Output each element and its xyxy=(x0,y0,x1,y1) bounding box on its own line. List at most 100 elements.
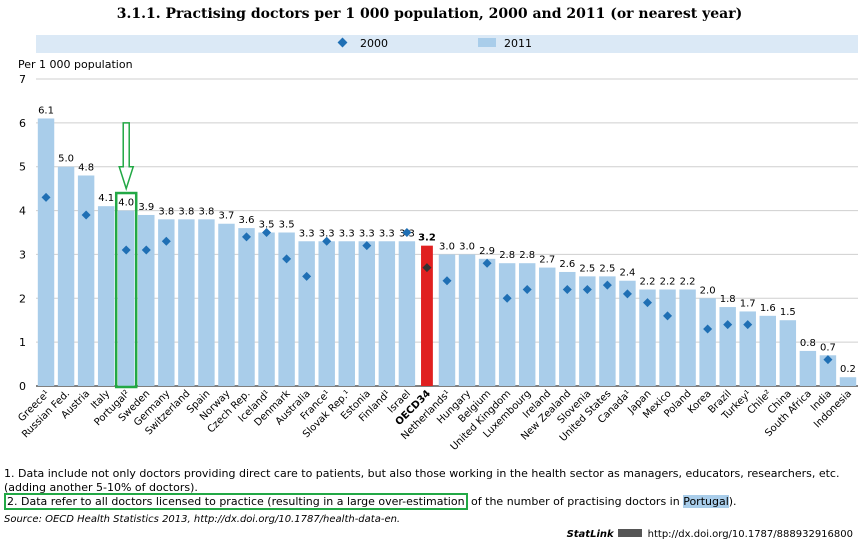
bar xyxy=(438,254,456,386)
legend-item-2000: 2000 xyxy=(337,37,388,50)
data-label: 3.0 xyxy=(459,241,475,252)
bar xyxy=(198,219,215,386)
diamond-marker xyxy=(282,254,292,264)
diamond-marker xyxy=(723,320,733,330)
y-tick-label: 0 xyxy=(19,380,26,393)
bar xyxy=(117,210,135,386)
y-tick-label: 6 xyxy=(19,117,26,130)
diamond-marker xyxy=(41,192,51,202)
bar xyxy=(579,276,596,386)
bar xyxy=(398,241,416,386)
legend-item-2011: 2011 xyxy=(478,37,532,50)
bar xyxy=(278,232,295,386)
diamond-marker xyxy=(422,263,432,273)
diamond-marker xyxy=(141,245,151,255)
bar xyxy=(819,355,837,386)
y-axis-label: Per 1 000 population xyxy=(18,58,133,71)
data-label: 3.7 xyxy=(219,211,235,222)
bar xyxy=(478,258,496,386)
bar xyxy=(298,241,315,386)
legend-bar-swatch xyxy=(478,38,496,47)
bar xyxy=(679,289,696,386)
bar xyxy=(759,315,777,386)
data-label: 3.3 xyxy=(319,228,335,239)
y-tick-label: 4 xyxy=(19,205,26,218)
data-label: 3.5 xyxy=(259,220,275,231)
diamond-marker xyxy=(302,271,312,281)
diamond-marker xyxy=(602,280,612,290)
data-label: 2.2 xyxy=(660,277,676,288)
data-label: 2.5 xyxy=(579,263,595,274)
bar xyxy=(539,267,556,386)
data-label: 2.6 xyxy=(559,259,575,270)
bar xyxy=(178,219,195,386)
y-tick-label: 3 xyxy=(19,248,26,261)
annotation-box xyxy=(114,191,138,389)
y-tick-label: 7 xyxy=(19,73,26,86)
data-label: 4.0 xyxy=(118,198,134,209)
statlink-url[interactable]: http://dx.doi.org/10.1787/888932916800 xyxy=(647,529,853,540)
diamond-marker xyxy=(322,236,332,246)
bar xyxy=(699,298,716,386)
bar xyxy=(358,241,376,386)
bar xyxy=(779,320,797,386)
legend-label-2011: 2011 xyxy=(504,37,532,50)
bar xyxy=(659,289,676,386)
bar xyxy=(77,175,95,386)
chart-legend: 2000 2011 xyxy=(36,35,858,53)
data-label: 2.5 xyxy=(599,263,615,274)
diamond-marker xyxy=(502,293,512,303)
y-tick-label: 2 xyxy=(19,292,26,305)
data-label: 1.7 xyxy=(740,298,756,309)
diamond-marker xyxy=(663,311,673,321)
statlink-label: StatLink xyxy=(566,529,614,540)
data-label: 3.5 xyxy=(279,220,295,231)
diamond-marker xyxy=(622,289,632,299)
data-label: 2.9 xyxy=(479,246,495,257)
source-note: Source: OECD Health Statistics 2013, htt… xyxy=(4,514,401,525)
data-label: 2.0 xyxy=(700,285,716,296)
bar xyxy=(639,289,656,386)
data-label: 0.8 xyxy=(800,338,816,349)
data-label: 3.9 xyxy=(138,202,154,213)
diamond-marker xyxy=(161,236,171,246)
bar xyxy=(318,241,335,386)
data-label: 1.6 xyxy=(760,303,776,314)
data-label: 3.3 xyxy=(359,228,375,239)
data-label: 5.0 xyxy=(58,154,74,165)
bar xyxy=(238,228,255,386)
diamond-marker xyxy=(522,285,532,295)
bar xyxy=(458,254,476,386)
legend-label-2000: 2000 xyxy=(360,37,388,50)
bar xyxy=(421,245,433,386)
data-label: 2.4 xyxy=(619,268,635,279)
data-label: 4.8 xyxy=(78,162,94,173)
data-label: 0.7 xyxy=(820,342,836,353)
data-label: 2.7 xyxy=(539,255,555,266)
chart-title: 3.1.1. Practising doctors per 1 000 popu… xyxy=(116,6,743,22)
bar xyxy=(839,377,857,386)
bar xyxy=(799,350,817,386)
bar xyxy=(97,206,115,386)
diamond-marker xyxy=(743,320,753,330)
bar xyxy=(378,241,396,386)
bar xyxy=(57,166,75,386)
data-label: 3.8 xyxy=(198,206,214,217)
bar xyxy=(158,219,175,386)
bar xyxy=(619,280,636,386)
diamond-marker xyxy=(582,285,592,295)
diamond-marker xyxy=(121,245,131,255)
footnote-2-highlight-box: 2. Data refer to all doctors licensed to… xyxy=(4,493,468,510)
footnote-1: 1. Data include not only doctors providi… xyxy=(4,467,840,494)
diamond-marker xyxy=(482,258,492,268)
data-label: 6.1 xyxy=(38,105,54,116)
bar xyxy=(37,118,55,386)
diamond-marker xyxy=(362,241,372,251)
footnote-2-text: of the number of practising doctors in xyxy=(467,495,684,508)
y-tick-label: 5 xyxy=(19,161,26,174)
data-label: 3.3 xyxy=(379,228,395,239)
diamond-marker xyxy=(262,228,272,237)
diamond-marker xyxy=(442,276,452,286)
diamond-marker xyxy=(402,228,412,237)
bar xyxy=(498,263,516,386)
